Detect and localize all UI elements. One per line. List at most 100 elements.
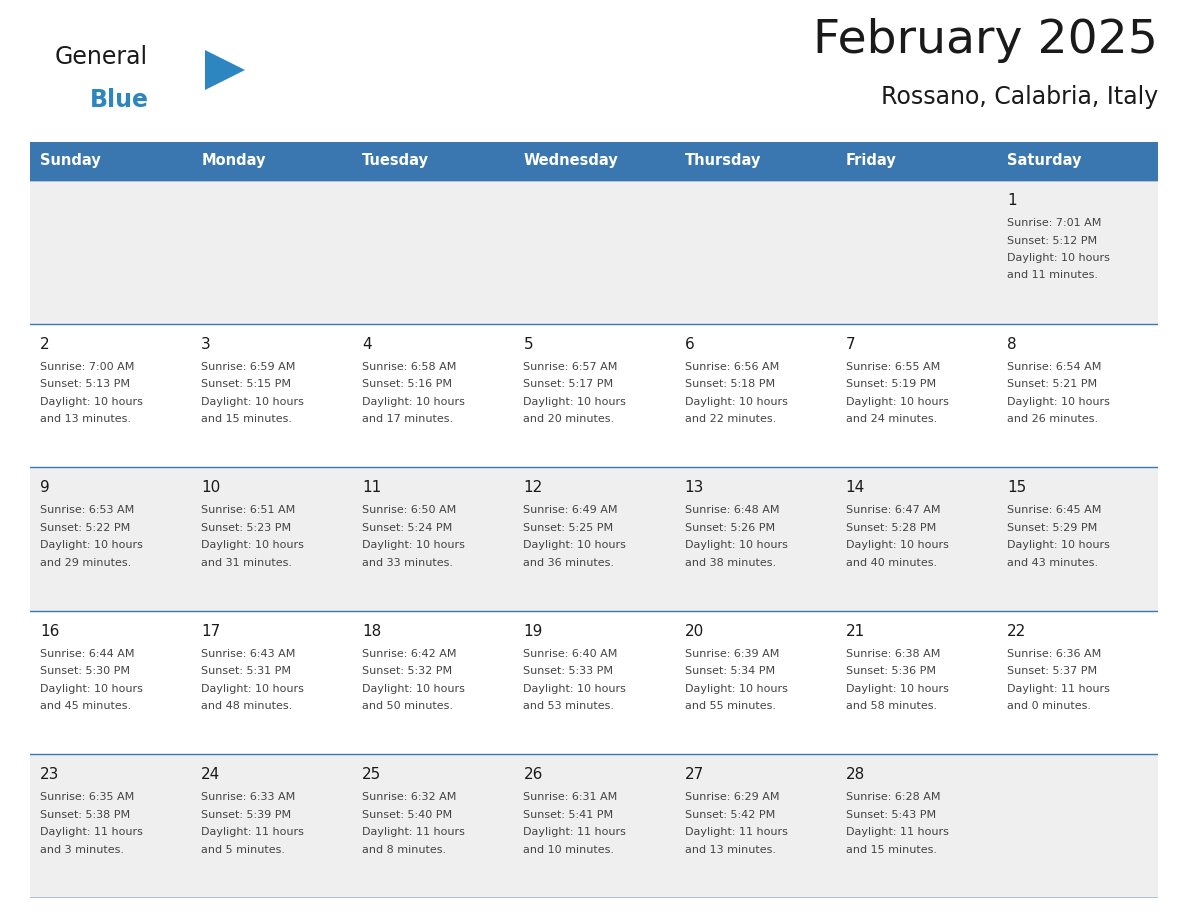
Text: 12: 12 [524, 480, 543, 495]
Text: Daylight: 11 hours: Daylight: 11 hours [684, 827, 788, 837]
Text: 3: 3 [201, 337, 211, 352]
Bar [30, 467, 1158, 610]
Text: Daylight: 10 hours: Daylight: 10 hours [684, 397, 788, 407]
Text: 28: 28 [846, 767, 865, 782]
Text: and 15 minutes.: and 15 minutes. [201, 414, 292, 424]
Text: General: General [55, 45, 148, 69]
Text: and 8 minutes.: and 8 minutes. [362, 845, 447, 855]
Text: Daylight: 10 hours: Daylight: 10 hours [362, 397, 466, 407]
Text: and 29 minutes.: and 29 minutes. [40, 558, 131, 567]
Text: and 0 minutes.: and 0 minutes. [1007, 701, 1091, 711]
Text: Sunset: 5:28 PM: Sunset: 5:28 PM [846, 522, 936, 532]
Text: Sunrise: 6:59 AM: Sunrise: 6:59 AM [201, 362, 296, 372]
Text: Sunrise: 6:33 AM: Sunrise: 6:33 AM [201, 792, 296, 802]
Text: Daylight: 10 hours: Daylight: 10 hours [846, 540, 948, 550]
Text: Sunrise: 6:40 AM: Sunrise: 6:40 AM [524, 649, 618, 659]
Text: Daylight: 11 hours: Daylight: 11 hours [40, 827, 143, 837]
Text: and 50 minutes.: and 50 minutes. [362, 701, 454, 711]
Text: Daylight: 10 hours: Daylight: 10 hours [1007, 540, 1110, 550]
Text: Sunset: 5:33 PM: Sunset: 5:33 PM [524, 666, 613, 677]
Text: Sunset: 5:31 PM: Sunset: 5:31 PM [201, 666, 291, 677]
Text: 7: 7 [846, 337, 855, 352]
Text: and 10 minutes.: and 10 minutes. [524, 845, 614, 855]
Text: Daylight: 11 hours: Daylight: 11 hours [201, 827, 304, 837]
Text: Rossano, Calabria, Italy: Rossano, Calabria, Italy [880, 85, 1158, 109]
Text: Sunset: 5:21 PM: Sunset: 5:21 PM [1007, 379, 1097, 389]
Text: and 31 minutes.: and 31 minutes. [201, 558, 292, 567]
Text: 24: 24 [201, 767, 221, 782]
Text: 10: 10 [201, 480, 221, 495]
Polygon shape [206, 50, 245, 90]
Text: February 2025: February 2025 [813, 18, 1158, 63]
Text: and 13 minutes.: and 13 minutes. [684, 845, 776, 855]
Text: 14: 14 [846, 480, 865, 495]
Text: Sunrise: 6:35 AM: Sunrise: 6:35 AM [40, 792, 134, 802]
Bar [835, 142, 997, 180]
Text: Sunset: 5:38 PM: Sunset: 5:38 PM [40, 810, 131, 820]
Text: Sunrise: 6:49 AM: Sunrise: 6:49 AM [524, 505, 618, 515]
Text: 17: 17 [201, 624, 221, 639]
Text: Daylight: 10 hours: Daylight: 10 hours [201, 684, 304, 694]
Text: and 33 minutes.: and 33 minutes. [362, 558, 454, 567]
Bar [30, 610, 1158, 755]
Text: Sunrise: 6:43 AM: Sunrise: 6:43 AM [201, 649, 296, 659]
Text: Sunday: Sunday [40, 153, 101, 169]
Text: Sunrise: 7:00 AM: Sunrise: 7:00 AM [40, 362, 134, 372]
Text: 23: 23 [40, 767, 59, 782]
Text: Blue: Blue [90, 88, 148, 112]
Bar [30, 755, 1158, 898]
Text: Sunrise: 6:53 AM: Sunrise: 6:53 AM [40, 505, 134, 515]
Text: Sunrise: 6:50 AM: Sunrise: 6:50 AM [362, 505, 456, 515]
Text: Sunset: 5:26 PM: Sunset: 5:26 PM [684, 522, 775, 532]
Text: 25: 25 [362, 767, 381, 782]
Text: Sunrise: 6:57 AM: Sunrise: 6:57 AM [524, 362, 618, 372]
Text: Daylight: 11 hours: Daylight: 11 hours [1007, 684, 1110, 694]
Text: Sunrise: 6:29 AM: Sunrise: 6:29 AM [684, 792, 779, 802]
Text: Sunset: 5:42 PM: Sunset: 5:42 PM [684, 810, 775, 820]
Text: 5: 5 [524, 337, 533, 352]
Text: Sunrise: 6:48 AM: Sunrise: 6:48 AM [684, 505, 779, 515]
Text: Sunset: 5:39 PM: Sunset: 5:39 PM [201, 810, 291, 820]
Text: Monday: Monday [201, 153, 266, 169]
Text: Sunset: 5:24 PM: Sunset: 5:24 PM [362, 522, 453, 532]
Text: and 13 minutes.: and 13 minutes. [40, 414, 131, 424]
Bar [30, 142, 191, 180]
Text: Daylight: 10 hours: Daylight: 10 hours [846, 397, 948, 407]
Text: Daylight: 11 hours: Daylight: 11 hours [846, 827, 948, 837]
Text: Sunrise: 6:36 AM: Sunrise: 6:36 AM [1007, 649, 1101, 659]
Text: 4: 4 [362, 337, 372, 352]
Text: Daylight: 10 hours: Daylight: 10 hours [362, 684, 466, 694]
Text: and 17 minutes.: and 17 minutes. [362, 414, 454, 424]
Bar [513, 142, 675, 180]
Text: Daylight: 11 hours: Daylight: 11 hours [524, 827, 626, 837]
Text: Sunset: 5:36 PM: Sunset: 5:36 PM [846, 666, 936, 677]
Text: Sunrise: 6:32 AM: Sunrise: 6:32 AM [362, 792, 456, 802]
Text: 20: 20 [684, 624, 703, 639]
Text: Daylight: 10 hours: Daylight: 10 hours [40, 397, 143, 407]
Text: Sunset: 5:13 PM: Sunset: 5:13 PM [40, 379, 129, 389]
Text: Daylight: 10 hours: Daylight: 10 hours [524, 397, 626, 407]
Text: 11: 11 [362, 480, 381, 495]
Bar [353, 142, 513, 180]
Text: Sunrise: 6:56 AM: Sunrise: 6:56 AM [684, 362, 779, 372]
Text: Sunset: 5:16 PM: Sunset: 5:16 PM [362, 379, 453, 389]
Text: Daylight: 10 hours: Daylight: 10 hours [1007, 397, 1110, 407]
Bar [997, 142, 1158, 180]
Text: Sunset: 5:34 PM: Sunset: 5:34 PM [684, 666, 775, 677]
Text: Daylight: 10 hours: Daylight: 10 hours [524, 684, 626, 694]
Text: Sunset: 5:22 PM: Sunset: 5:22 PM [40, 522, 131, 532]
Text: Sunrise: 6:44 AM: Sunrise: 6:44 AM [40, 649, 134, 659]
Text: Sunset: 5:30 PM: Sunset: 5:30 PM [40, 666, 129, 677]
Text: Sunrise: 6:54 AM: Sunrise: 6:54 AM [1007, 362, 1101, 372]
Text: 15: 15 [1007, 480, 1026, 495]
Text: Daylight: 10 hours: Daylight: 10 hours [362, 540, 466, 550]
Text: 8: 8 [1007, 337, 1017, 352]
Text: Sunrise: 6:45 AM: Sunrise: 6:45 AM [1007, 505, 1101, 515]
Text: Friday: Friday [846, 153, 897, 169]
Text: 2: 2 [40, 337, 50, 352]
Text: 26: 26 [524, 767, 543, 782]
Text: Daylight: 10 hours: Daylight: 10 hours [684, 684, 788, 694]
Text: and 38 minutes.: and 38 minutes. [684, 558, 776, 567]
Text: Sunrise: 6:42 AM: Sunrise: 6:42 AM [362, 649, 456, 659]
Text: Sunset: 5:18 PM: Sunset: 5:18 PM [684, 379, 775, 389]
